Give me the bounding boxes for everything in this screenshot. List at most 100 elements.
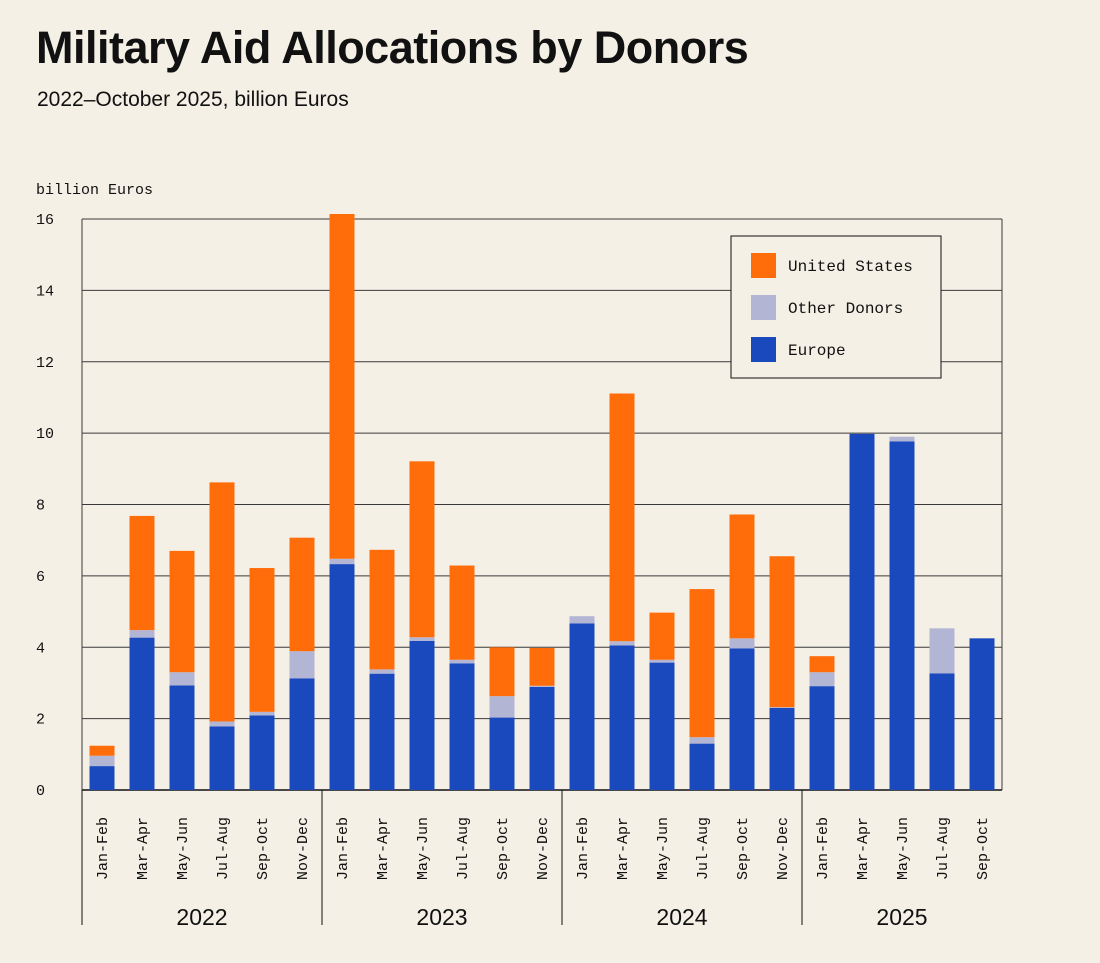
bar-europe <box>729 648 755 790</box>
x-tick-label: Jan-Feb <box>95 817 112 880</box>
year-group-label: 2023 <box>416 904 467 930</box>
legend-swatch-other <box>751 295 776 320</box>
bar-us <box>809 656 835 673</box>
bar-us <box>329 214 355 559</box>
bar-europe <box>969 638 995 790</box>
legend-label-other: Other Donors <box>788 300 903 318</box>
bar-other <box>209 721 235 727</box>
bar-other <box>449 659 475 664</box>
bar-us <box>129 515 155 631</box>
x-tick-label: Jul-Aug <box>935 817 952 880</box>
x-tick-label: May-Jun <box>655 817 672 880</box>
bar-other <box>769 707 795 708</box>
bar-us <box>609 393 635 642</box>
legend-swatch-europe <box>751 337 776 362</box>
bar-europe <box>649 662 675 790</box>
x-tick-label: Nov-Dec <box>775 817 792 880</box>
chart-subtitle: 2022–October 2025, billion Euros <box>37 88 349 111</box>
x-tick-label: Mar-Apr <box>375 817 392 880</box>
chart-title: Military Aid Allocations by Donors <box>36 22 749 73</box>
bar-other <box>689 737 715 744</box>
bar-europe <box>409 640 435 790</box>
y-tick-label: 10 <box>36 426 54 443</box>
bar-other <box>729 638 755 649</box>
bar-europe <box>249 715 275 790</box>
x-tick-label: Nov-Dec <box>535 817 552 880</box>
bar-europe <box>889 441 915 790</box>
x-tick-label: Jul-Aug <box>695 817 712 880</box>
bar-other <box>809 672 835 687</box>
bar-europe <box>809 686 835 790</box>
bar-europe <box>529 686 555 790</box>
bar-europe <box>769 707 795 790</box>
bar-other <box>329 558 355 565</box>
bar-us <box>529 647 555 686</box>
year-group-label: 2022 <box>176 904 227 930</box>
bar-europe <box>929 673 955 790</box>
bar-other <box>529 685 555 687</box>
bar-us <box>209 482 235 722</box>
x-tick-label: Mar-Apr <box>855 817 872 880</box>
x-tick-label: Sep-Oct <box>975 817 992 880</box>
bar-other <box>169 672 195 686</box>
x-tick-label: May-Jun <box>175 817 192 880</box>
y-tick-label: 0 <box>36 783 45 800</box>
bar-europe <box>489 717 515 790</box>
year-group-label: 2024 <box>656 904 707 930</box>
bar-other <box>249 711 275 716</box>
bar-other <box>409 637 435 641</box>
x-tick-label: Sep-Oct <box>735 817 752 880</box>
y-tick-label: 4 <box>36 640 45 657</box>
bar-europe <box>569 623 595 790</box>
x-tick-label: May-Jun <box>415 817 432 880</box>
bar-us <box>409 461 435 638</box>
bar-us <box>649 612 675 660</box>
bar-us <box>729 514 755 639</box>
bar-other <box>289 651 315 679</box>
bar-us <box>249 568 275 712</box>
bar-us <box>489 647 515 697</box>
y-tick-label: 2 <box>36 712 45 729</box>
x-tick-label: Jan-Feb <box>335 817 352 880</box>
y-axis-label: billion Euros <box>36 182 153 199</box>
bar-europe <box>609 645 635 790</box>
x-tick-label: Mar-Apr <box>135 817 152 880</box>
bar-other <box>649 659 675 663</box>
bar-us <box>689 589 715 738</box>
y-tick-label: 12 <box>36 355 54 372</box>
x-tick-label: Jul-Aug <box>215 817 232 880</box>
bar-us <box>89 745 115 756</box>
x-tick-label: Jan-Feb <box>575 817 592 880</box>
bar-europe <box>89 766 115 790</box>
bar-other <box>929 628 955 674</box>
bar-us <box>369 549 395 670</box>
x-tick-label: Nov-Dec <box>295 817 312 880</box>
bar-europe <box>289 678 315 790</box>
bar-other <box>609 641 635 646</box>
bar-us <box>449 565 475 660</box>
bar-other <box>129 630 155 638</box>
bar-europe <box>449 663 475 790</box>
bar-us <box>769 556 795 708</box>
x-tick-label: Sep-Oct <box>255 817 272 880</box>
bar-europe <box>129 637 155 790</box>
bar-other <box>889 436 915 442</box>
bar-us <box>169 550 195 673</box>
x-tick-label: Jul-Aug <box>455 817 472 880</box>
x-tick-label: Jan-Feb <box>815 817 832 880</box>
bar-other <box>89 755 115 767</box>
bar-other <box>489 696 515 718</box>
bar-us <box>289 537 315 652</box>
bar-europe <box>369 673 395 790</box>
y-tick-label: 16 <box>36 212 54 229</box>
bar-europe <box>169 685 195 790</box>
x-tick-label: May-Jun <box>895 817 912 880</box>
x-tick-label: Sep-Oct <box>495 817 512 880</box>
y-tick-label: 6 <box>36 569 45 586</box>
bar-other <box>369 669 395 674</box>
legend-swatch-us <box>751 253 776 278</box>
bar-europe <box>689 743 715 790</box>
bar-other <box>569 616 595 624</box>
legend-label-us: United States <box>788 258 913 276</box>
